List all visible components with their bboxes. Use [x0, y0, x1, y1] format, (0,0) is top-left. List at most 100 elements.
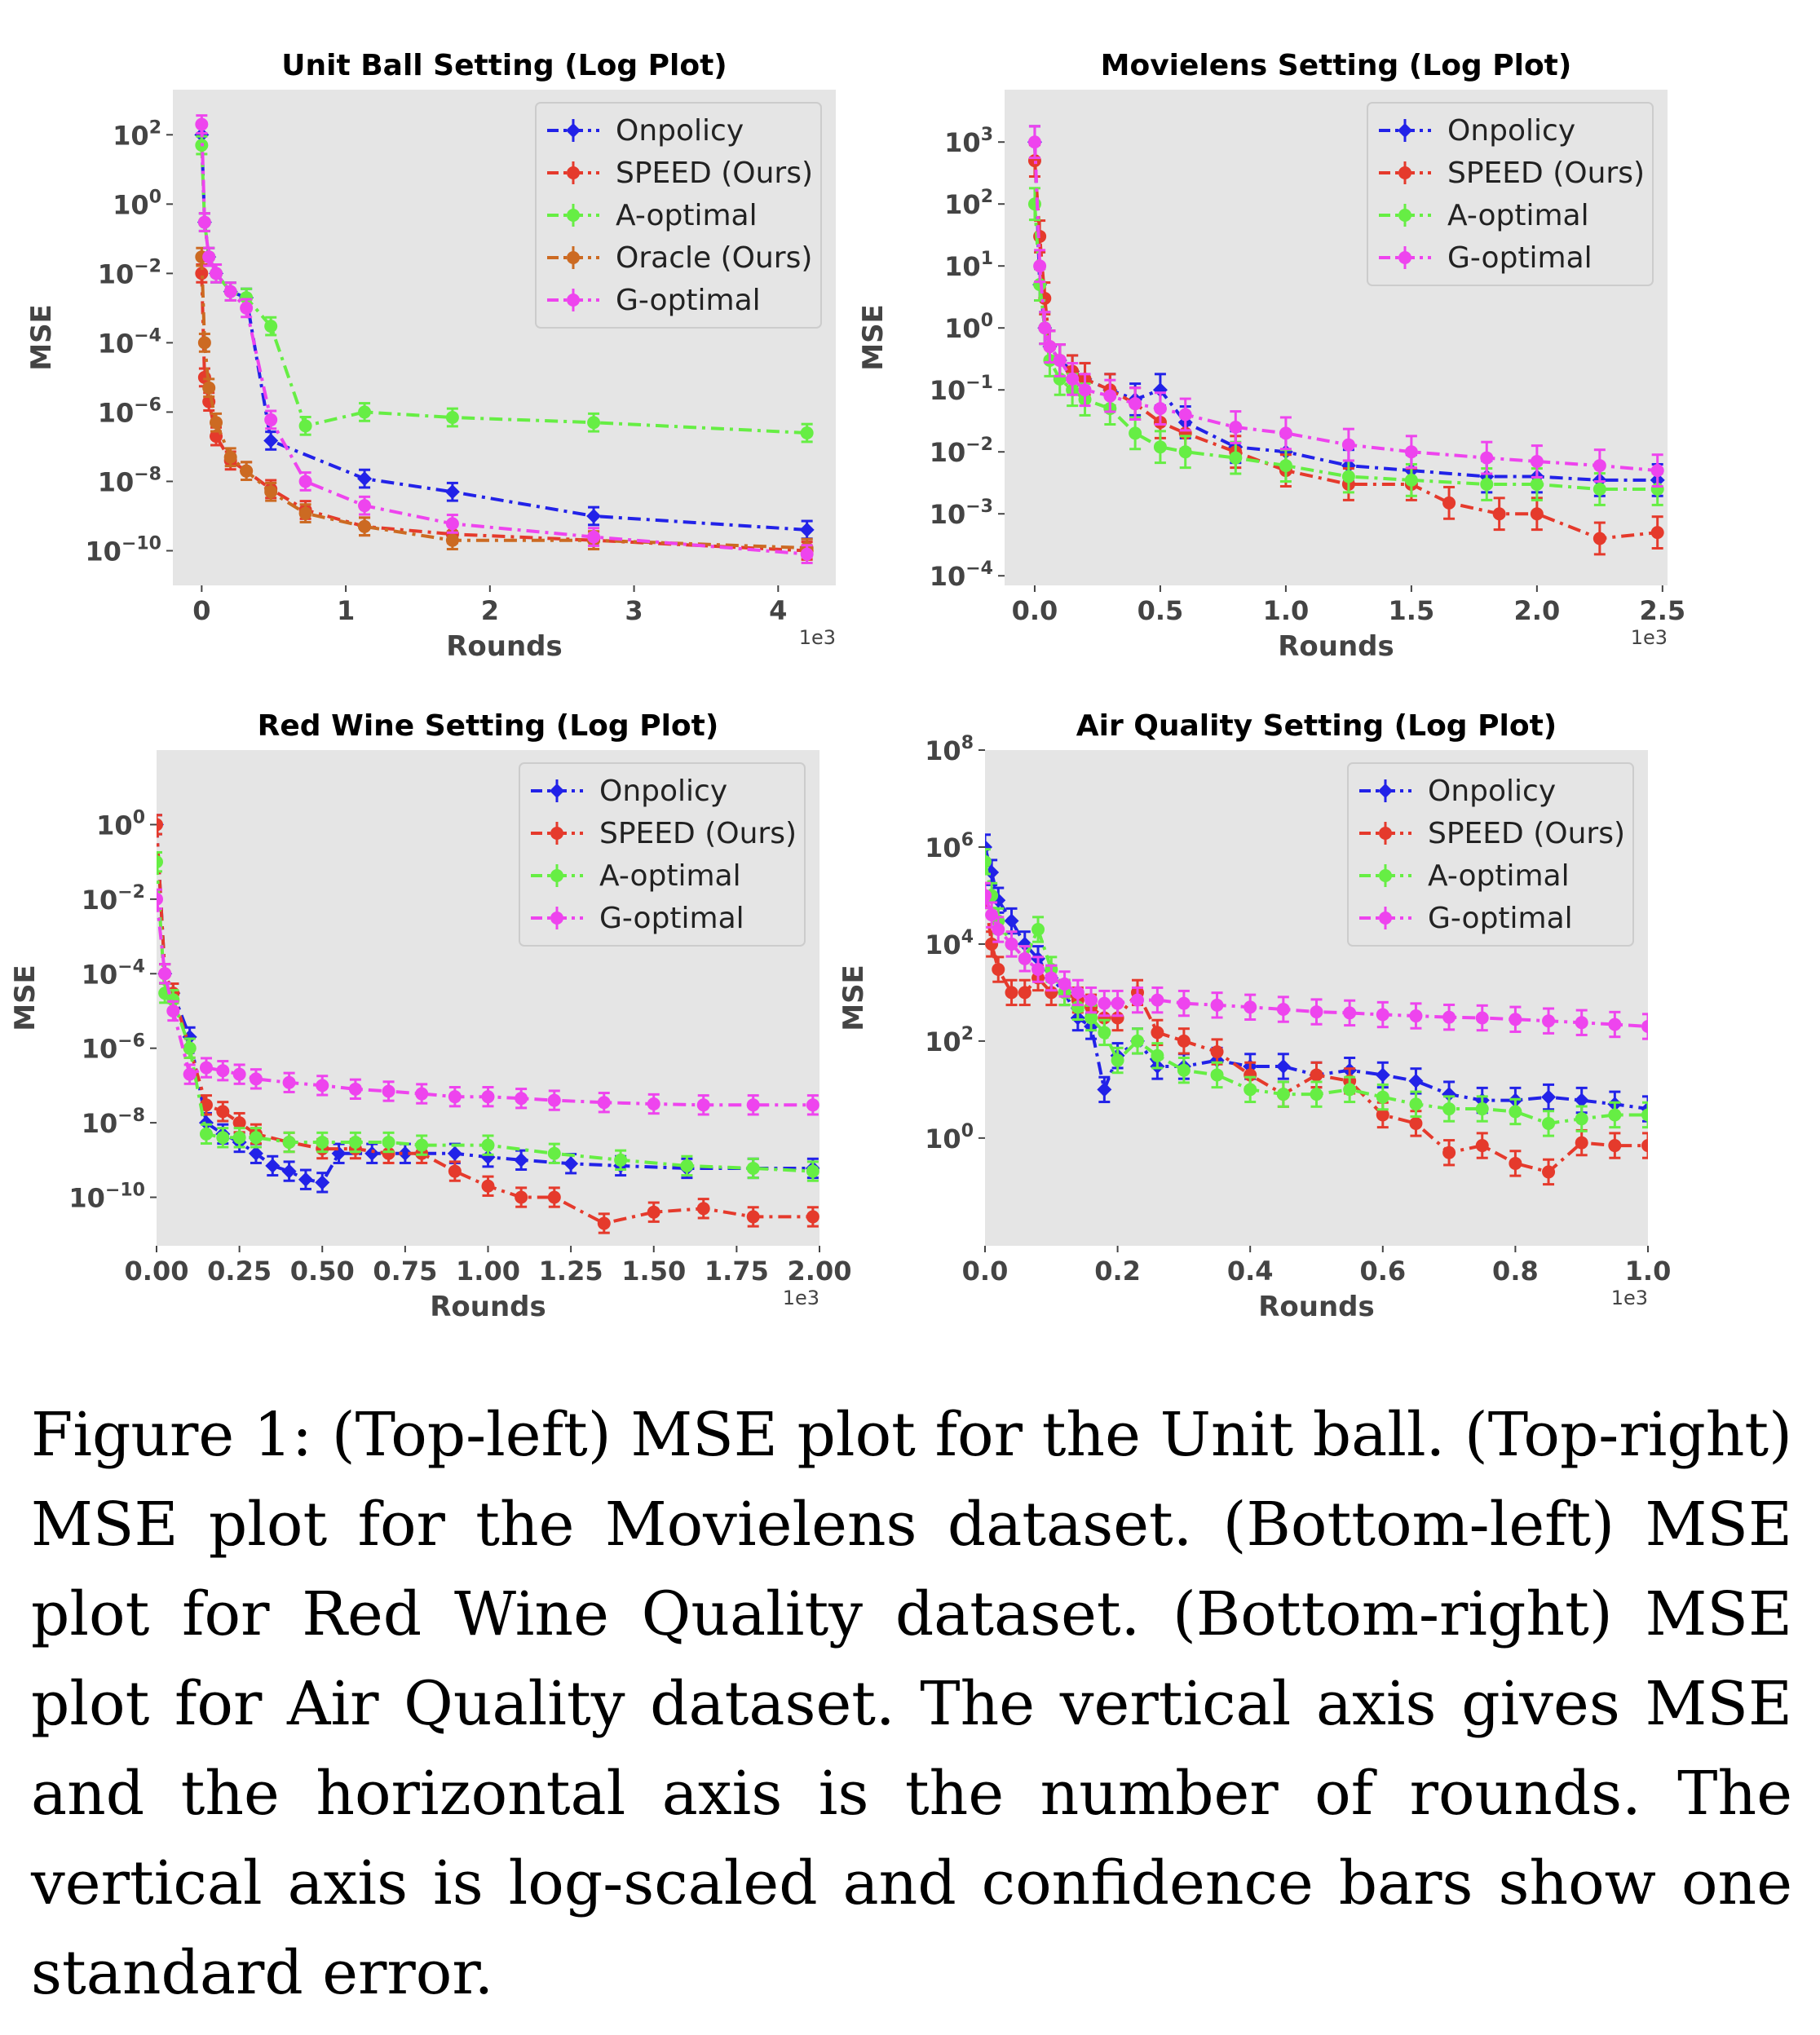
series-g-optimal-point — [445, 517, 459, 531]
series-a-optimal-point — [1475, 1102, 1489, 1116]
series-a-optimal-point — [348, 1136, 362, 1150]
series-g-optimal-point — [647, 1097, 660, 1111]
series-a-optimal-point — [1027, 197, 1041, 211]
series-onpolicy-point — [364, 1146, 380, 1161]
series-speed-ours-point — [382, 1146, 395, 1160]
series-a-optimal-point — [1404, 473, 1418, 487]
y-tick-label: 108 — [925, 733, 974, 766]
series-a-optimal-point — [316, 1136, 329, 1150]
y-tick-label: 106 — [925, 830, 974, 863]
x-tick-label: 0.4 — [1227, 1256, 1274, 1287]
series-a-optimal-point — [1178, 445, 1192, 459]
series-onpolicy-point — [357, 471, 373, 487]
legend-box — [535, 102, 822, 329]
series-speed-ours-point — [515, 1190, 528, 1204]
series-g-optimal-point — [358, 499, 372, 513]
y-tick-label: 103 — [944, 125, 993, 158]
series-g-optimal-point — [1475, 1011, 1489, 1025]
chart-movielens: Movielens Setting (Log Plot) 0.0 0.5 1.0 1.5… — [857, 49, 1685, 663]
series-g-optimal-point — [240, 301, 254, 315]
series-onpolicy-point — [1442, 1087, 1457, 1102]
series-g-optimal-point — [199, 1061, 213, 1075]
legend-label: SPEED (Ours) — [1447, 157, 1645, 190]
series-g-optimal-point — [1130, 993, 1144, 1007]
x-tick-label: 0.5 — [1138, 595, 1184, 626]
chart-title: Unit Ball Setting (Log Plot) — [281, 49, 727, 82]
series-g-optimal-point — [1031, 963, 1045, 977]
series-a-optimal-point — [1229, 451, 1243, 465]
series-g-optimal-point — [216, 1064, 230, 1078]
series-onpolicy-point — [799, 522, 815, 537]
legend-swatch-marker — [550, 784, 564, 798]
series-onpolicy-point — [281, 1163, 297, 1179]
legend-swatch-marker — [567, 166, 580, 179]
series-onpolicy-point — [315, 1175, 330, 1190]
y-tick-label: 100 — [944, 311, 993, 344]
series-g-optimal-point — [1033, 259, 1047, 273]
series-g-optimal-point — [746, 1098, 760, 1112]
series-speed-ours-point — [1492, 507, 1506, 521]
y-tick-label: 10−6 — [82, 1031, 145, 1065]
series-speed-ours-point — [1177, 1034, 1191, 1048]
series-a-optimal-line — [985, 861, 1648, 1125]
series-g-optimal-point — [195, 117, 209, 131]
x-tick-label: 2.5 — [1639, 595, 1685, 626]
series-g-optimal-point — [1229, 420, 1243, 434]
series-a-optimal-point — [1098, 1026, 1111, 1040]
series-onpolicy-point — [397, 1146, 413, 1161]
series-a-optimal-point — [249, 1131, 263, 1145]
series-a-optimal-point — [680, 1159, 694, 1172]
series-speed-ours-point — [1376, 1108, 1389, 1122]
series-a-optimal-point — [587, 416, 601, 430]
series-onpolicy-point — [586, 508, 602, 523]
series-g-optimal-point — [1276, 1003, 1290, 1017]
series-speed-ours-line — [200, 273, 807, 553]
legend-swatch-marker — [1379, 912, 1392, 925]
series-speed-ours-point — [157, 818, 163, 832]
series-a-optimal-point — [1542, 1116, 1556, 1130]
legend-box — [519, 762, 806, 947]
series-a-optimal-point — [1509, 1105, 1522, 1119]
series-g-optimal-point — [382, 1084, 395, 1098]
legend-label: A-optimal — [1428, 859, 1570, 893]
series-g-optimal-point — [316, 1079, 329, 1093]
legend-label: SPEED (Ours) — [599, 817, 797, 850]
chart-title: Air Quality Setting (Log Plot) — [1076, 709, 1557, 743]
series-onpolicy-point — [1275, 1058, 1291, 1074]
series-g-optimal-point — [481, 1090, 495, 1104]
series-g-optimal-line — [200, 124, 807, 556]
series-speed-ours-point — [806, 1210, 819, 1224]
x-tick-label: 2.00 — [788, 1256, 852, 1287]
figure-caption: Figure 1: (Top-left) MSE plot for the Un… — [31, 1400, 1792, 2008]
series-speed-ours-point — [1575, 1136, 1588, 1150]
x-tick-label: 1.75 — [705, 1256, 769, 1287]
series-group — [194, 114, 815, 564]
y-tick-label: 10−4 — [82, 956, 145, 990]
legend-label: SPEED (Ours) — [1428, 817, 1625, 850]
series-g-optimal-point — [415, 1087, 429, 1101]
series-speed-ours-point — [746, 1210, 760, 1224]
series-oracle-ours-point — [223, 450, 237, 464]
series-a-optimal-point — [1177, 1063, 1191, 1077]
chart-air-quality: Air Quality Setting (Log Plot) 0.0 0.2 0.4 0… — [837, 709, 1671, 1323]
y-tick-label: 10−3 — [930, 497, 993, 530]
series-a-optimal-point — [1341, 470, 1355, 483]
series-a-optimal-point — [282, 1136, 296, 1150]
y-tick-label: 102 — [113, 117, 161, 151]
x-axis-label: Rounds — [1278, 630, 1394, 663]
series-a-optimal-point — [1279, 459, 1292, 473]
series-g-optimal-point — [696, 1098, 710, 1112]
legend-label: G-optimal — [599, 902, 744, 935]
series-g-optimal-point — [800, 547, 814, 561]
series-g-optimal-point — [282, 1075, 296, 1089]
series-speed-ours-point — [195, 267, 209, 280]
series-a-optimal-point — [1244, 1083, 1257, 1097]
series-a-optimal-point — [264, 320, 278, 333]
series-speed-ours-point — [1530, 507, 1544, 521]
legend-label: Oracle (Ours) — [616, 241, 812, 275]
series-g-optimal-point — [597, 1096, 611, 1110]
legend-box — [1347, 762, 1634, 947]
y-tick-label: 101 — [944, 249, 993, 282]
series-oracle-ours-point — [298, 506, 312, 520]
series-oracle-ours-point — [210, 416, 223, 430]
